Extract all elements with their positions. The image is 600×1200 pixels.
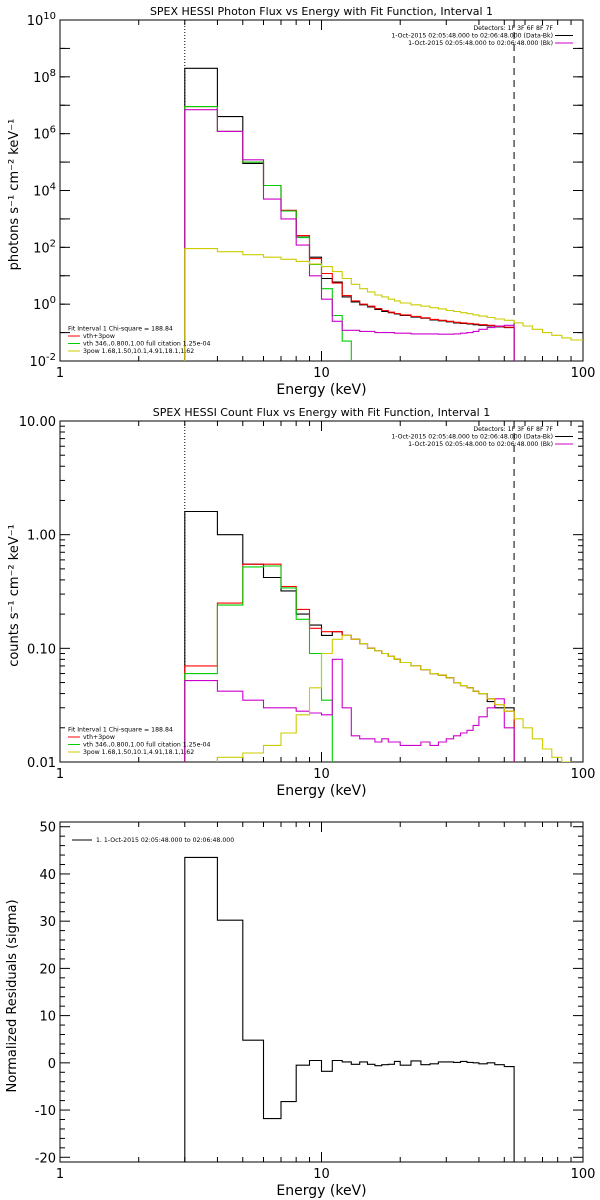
x-axis-ticks bbox=[59, 421, 572, 762]
y-tick-label: 102 bbox=[33, 238, 56, 256]
series-vth bbox=[184, 106, 352, 361]
y-tick-label: 40 bbox=[39, 868, 56, 883]
y-axis-label: counts s⁻¹ cm⁻² keV⁻¹ bbox=[7, 524, 22, 667]
y-axis-ticks bbox=[60, 19, 583, 362]
legend-entry: 3pow 1.68,1.50,10.1,4.91,18.1,1.62 bbox=[83, 749, 194, 756]
y-tick-label: 0 bbox=[48, 1057, 56, 1072]
legend-entry: vth+3pow bbox=[83, 333, 115, 340]
legend-entry: vth 346.,0.800,1.00 full citation 1.25e-… bbox=[83, 742, 211, 749]
series-data-bk bbox=[184, 510, 515, 762]
y-tick-label: -10 bbox=[35, 1104, 56, 1119]
y-tick-label: 30 bbox=[39, 915, 56, 930]
legend-entry: 1. 1-Oct-2015 02:05:48.000 to 02:06:48.0… bbox=[96, 837, 234, 844]
series-residuals bbox=[184, 856, 515, 1162]
legend-entry: Fit Interval 1 Chi-square = 188.84 bbox=[68, 326, 173, 333]
y-tick-label: 1.00 bbox=[27, 529, 56, 544]
chart-2: SPEX HESSI Count Flux vs Energy with Fit… bbox=[7, 406, 596, 799]
x-tick-label: 100 bbox=[571, 767, 596, 782]
legend-entry: 1-Oct-2015 02:05:48.000 to 02:06:48.000 … bbox=[391, 434, 553, 441]
x-axis-label: Energy (keV) bbox=[276, 783, 366, 799]
y-tick-label: 106 bbox=[33, 125, 56, 143]
legend-entry: vth 346.,0.800,1.00 full citation 1.25e-… bbox=[83, 341, 211, 348]
chart-title: SPEX HESSI Photon Flux vs Energy with Fi… bbox=[150, 5, 493, 18]
legend-entry: Detectors: 1F 3F 6F 8F 7F bbox=[473, 426, 553, 433]
y-tick-label: -20 bbox=[35, 1151, 56, 1166]
x-tick-label: 10 bbox=[313, 767, 330, 782]
y-tick-label: 100 bbox=[33, 295, 56, 313]
series-bk bbox=[184, 109, 515, 361]
x-tick-label: 100 bbox=[571, 1167, 596, 1182]
y-tick-label: 0.01 bbox=[27, 756, 56, 771]
x-tick-label: 100 bbox=[571, 366, 596, 381]
y-axis-ticks bbox=[60, 826, 583, 1158]
x-axis-label: Energy (keV) bbox=[276, 382, 366, 398]
legend-entry: 1-Oct-2015 02:05:48.000 to 02:06:48.000 … bbox=[391, 33, 553, 40]
y-tick-label: 0.10 bbox=[27, 642, 56, 657]
series-group bbox=[184, 856, 515, 1162]
y-tick-label: 108 bbox=[33, 68, 56, 86]
x-tick-label: 1 bbox=[56, 767, 64, 782]
x-tick-label: 1 bbox=[56, 1167, 64, 1182]
y-axis-label: Normalized Residuals (sigma) bbox=[5, 899, 20, 1092]
y-tick-label: 10.00 bbox=[19, 415, 56, 430]
x-tick-label: 1 bbox=[56, 366, 64, 381]
series-group bbox=[184, 510, 572, 762]
chart-title: SPEX HESSI Count Flux vs Energy with Fit… bbox=[153, 406, 490, 419]
series-3pow bbox=[216, 634, 572, 762]
legend-entry: 1-Oct-2015 02:05:48.000 to 02:06:48.000 … bbox=[408, 40, 553, 47]
series-vth-3pow bbox=[184, 106, 515, 361]
x-tick-label: 10 bbox=[313, 366, 330, 381]
x-axis-ticks bbox=[59, 822, 572, 1162]
legend-entry: vth+3pow bbox=[83, 734, 115, 741]
chart-3: 1 10 100 Energy (keV) -20 -10 0 10 20 30 40 50 Norma… bbox=[5, 821, 595, 1199]
x-axis-ticks bbox=[59, 20, 572, 361]
legend-entry: Detectors: 1F 3F 6F 8F 7F bbox=[473, 25, 553, 32]
y-tick-label: 1010 bbox=[27, 11, 56, 29]
series-group bbox=[184, 67, 583, 361]
plot-frame bbox=[59, 821, 584, 1163]
y-axis-label: photons s⁻¹ cm⁻² keV⁻¹ bbox=[7, 119, 22, 271]
plot-frame bbox=[59, 19, 584, 362]
legend-entry: 3pow 1.68,1.50,10.1,4.91,18.1,1.62 bbox=[83, 348, 194, 355]
legend-entry: Fit Interval 1 Chi-square = 188.84 bbox=[68, 727, 173, 734]
chart-1: SPEX HESSI Photon Flux vs Energy with Fi… bbox=[7, 5, 595, 398]
y-axis-ticks bbox=[60, 425, 583, 763]
series-bk bbox=[184, 658, 515, 762]
y-tick-label: 20 bbox=[39, 962, 56, 977]
legend-entry: 1-Oct-2015 02:05:48.000 to 02:06:48.000 … bbox=[408, 441, 553, 448]
x-axis-label: Energy (keV) bbox=[276, 1183, 366, 1199]
series-vth bbox=[184, 565, 333, 762]
y-tick-label: 104 bbox=[33, 182, 56, 200]
y-tick-label: 50 bbox=[39, 821, 56, 836]
x-tick-label: 10 bbox=[313, 1167, 330, 1182]
y-tick-label: 10 bbox=[39, 1010, 56, 1025]
series-3pow bbox=[184, 248, 583, 361]
y-tick-label: 10-2 bbox=[29, 352, 56, 370]
